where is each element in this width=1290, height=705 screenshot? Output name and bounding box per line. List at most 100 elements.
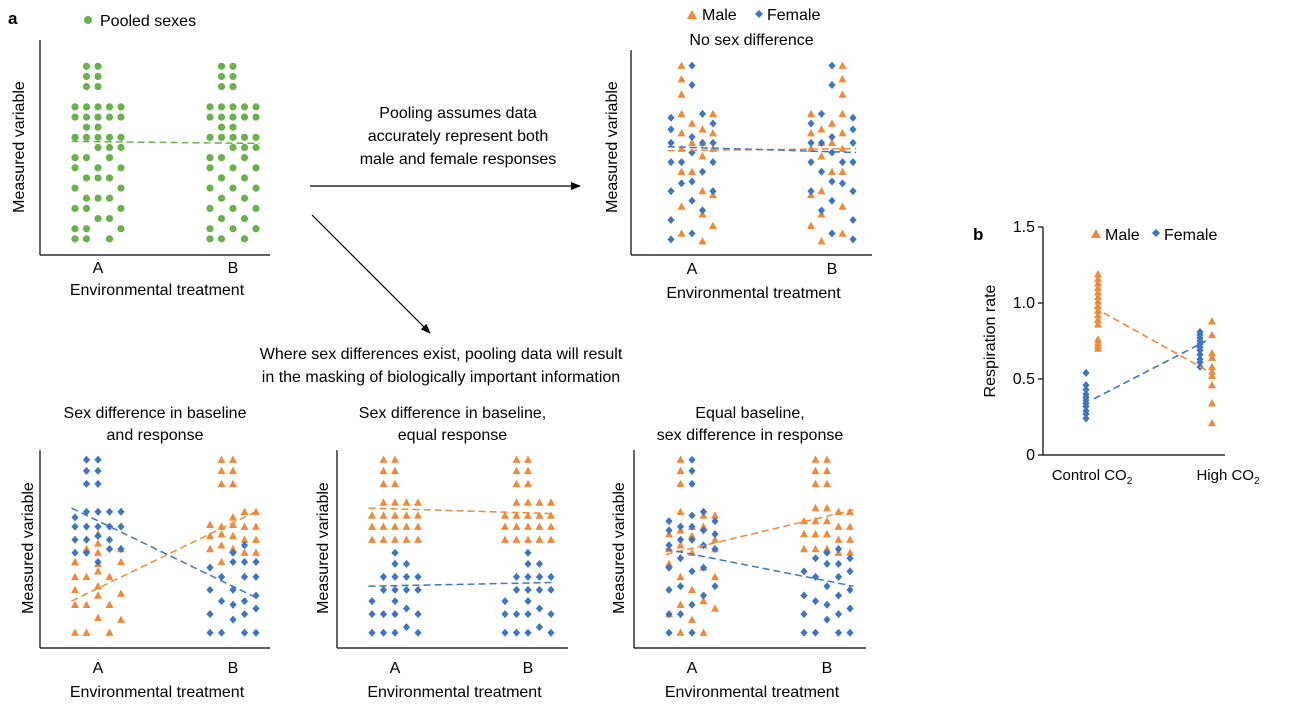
data-point-female [828, 177, 836, 186]
data-point-female [676, 535, 685, 544]
data-point-female [1082, 414, 1090, 423]
data-point-male [414, 498, 422, 506]
data-point-male [698, 237, 707, 245]
data-point-pooled-sexes [71, 235, 79, 243]
legend-b-male-marker [1091, 229, 1101, 238]
data-point-male [838, 144, 847, 152]
data-point-female [117, 522, 125, 531]
data-point-pooled-sexes [94, 214, 102, 223]
data-point-female [698, 109, 707, 118]
data-point-female [834, 559, 843, 568]
data-point-male [811, 479, 820, 488]
data-point-male [1094, 301, 1102, 310]
data-point-male [800, 544, 808, 553]
data-point-male [512, 522, 521, 530]
data-point-pooled-sexes [82, 154, 91, 162]
data-point-pooled-sexes [105, 143, 114, 152]
data-point-male [807, 109, 815, 118]
data-point-pooled-sexes [82, 62, 91, 70]
data-point-female [206, 628, 214, 637]
data-point-male [698, 125, 707, 133]
data-point-male [535, 522, 544, 530]
data-point-male [217, 541, 226, 549]
data-point-male [391, 466, 399, 475]
data-point-male [229, 455, 237, 463]
data-point-male [1094, 283, 1102, 291]
data-point-male [677, 74, 686, 83]
y-axis-label: Measured variable [11, 81, 28, 213]
data-point-female [667, 125, 675, 134]
data-point-male [1208, 362, 1216, 371]
data-point-female [368, 628, 376, 637]
trend-line-male [1093, 306, 1207, 371]
data-point-female [667, 158, 675, 167]
data-point-female [547, 572, 555, 581]
data-point-male [807, 144, 815, 152]
data-point-female [665, 563, 673, 572]
data-point-male [677, 109, 686, 118]
data-point-pooled-sexes [82, 133, 91, 141]
data-point-pooled-sexes [240, 174, 249, 182]
chart-title-line: No sex difference [689, 32, 813, 49]
data-point-female [82, 535, 91, 544]
data-point-male [535, 511, 544, 519]
data-point-female [838, 158, 847, 167]
data-point-female [229, 558, 237, 567]
data-point-male [823, 479, 831, 488]
data-point-female [817, 109, 826, 118]
x-tick-label: A [687, 261, 698, 278]
data-point-male [676, 455, 685, 463]
data-point-female [501, 597, 509, 606]
data-point-male [1094, 274, 1102, 282]
data-point-pooled-sexes [117, 204, 125, 212]
data-point-male [379, 479, 388, 488]
data-point-male [240, 522, 249, 530]
data-point-pooled-sexes [94, 62, 102, 70]
data-point-female [547, 585, 555, 594]
data-point-male [217, 455, 226, 463]
data-point-female [105, 545, 114, 553]
data-point-female [535, 585, 544, 594]
data-point-male [699, 628, 708, 636]
data-point-pooled-sexes [229, 62, 237, 70]
data-point-male [368, 535, 376, 543]
data-point-female [834, 545, 843, 553]
data-point-pooled-sexes [82, 72, 91, 81]
y-tick-label: 0.5 [1013, 371, 1035, 388]
data-point-male [711, 604, 719, 612]
data-point-female [709, 158, 717, 167]
data-point-pooled-sexes [206, 204, 214, 212]
data-point-female [667, 235, 675, 244]
data-point-male [677, 61, 686, 69]
data-point-male [71, 600, 79, 608]
data-point-female [688, 229, 696, 238]
data-point-female [1082, 368, 1090, 377]
data-point-male [94, 613, 102, 622]
data-point-pooled-sexes [71, 113, 79, 121]
data-point-female [846, 567, 854, 576]
data-point-female [667, 216, 675, 225]
data-point-pooled-sexes [206, 164, 214, 172]
data-point-male [547, 498, 555, 506]
data-point-male [838, 109, 847, 118]
masking-text-line-1: Where sex differences exist, pooling dat… [260, 346, 623, 363]
data-point-female [524, 610, 532, 619]
data-point-male [688, 585, 696, 594]
data-point-male [524, 455, 532, 463]
data-point-male [1094, 292, 1102, 301]
data-point-male [229, 479, 237, 488]
data-point-female [811, 597, 820, 606]
data-point-male [252, 548, 260, 556]
data-point-female [240, 558, 249, 567]
data-point-pooled-sexes [240, 154, 249, 162]
data-point-female [71, 522, 79, 531]
data-point-male [811, 529, 820, 538]
data-point-male [229, 466, 237, 475]
data-point-female [711, 545, 719, 553]
x-tick-label: Control CO2 [1052, 467, 1133, 487]
data-point-pooled-sexes [71, 204, 79, 212]
data-point-female [823, 559, 831, 568]
x-tick-label: A [687, 660, 698, 677]
trend-line-female [1093, 340, 1207, 400]
data-point-male [817, 186, 826, 195]
